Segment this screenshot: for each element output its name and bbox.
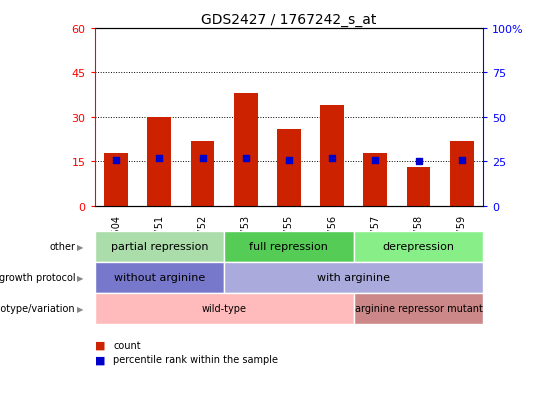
Point (285, 157, 293, 164)
Text: percentile rank within the sample: percentile rank within the sample (113, 354, 279, 364)
Point (371, 157, 380, 164)
Point (457, 157, 466, 164)
Bar (147, 118, 171, 206)
Bar (234, 94, 258, 206)
Bar (320, 106, 344, 206)
Text: ▶: ▶ (77, 242, 84, 251)
Point (112, 157, 120, 164)
Text: derepression: derepression (382, 242, 455, 252)
Bar (104, 153, 128, 206)
Text: without arginine: without arginine (114, 273, 205, 283)
Title: GDS2427 / 1767242_s_at: GDS2427 / 1767242_s_at (201, 12, 376, 26)
Text: genotype/variation: genotype/variation (0, 304, 76, 314)
Text: ▶: ▶ (77, 304, 84, 313)
Bar (450, 141, 474, 206)
Point (414, 159, 423, 165)
Text: partial repression: partial repression (111, 242, 208, 252)
Text: growth protocol: growth protocol (0, 273, 76, 283)
Point (328, 155, 336, 162)
Text: ▶: ▶ (77, 273, 84, 282)
Text: other: other (50, 242, 76, 252)
Text: full repression: full repression (249, 242, 328, 252)
Text: ■: ■ (94, 354, 105, 364)
Bar (363, 153, 387, 206)
Bar (191, 141, 214, 206)
Text: arginine repressor mutant: arginine repressor mutant (355, 304, 482, 314)
Bar (277, 130, 301, 206)
Text: wild-type: wild-type (201, 304, 247, 314)
Point (198, 155, 207, 162)
Bar (407, 168, 430, 206)
Text: with arginine: with arginine (317, 273, 390, 283)
Point (241, 155, 250, 162)
Text: count: count (113, 340, 141, 350)
Point (155, 155, 164, 162)
Text: ■: ■ (94, 340, 105, 350)
